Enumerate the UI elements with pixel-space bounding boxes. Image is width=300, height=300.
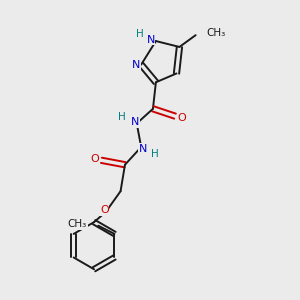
Text: N: N: [146, 34, 155, 45]
Text: H: H: [152, 148, 159, 158]
Text: H: H: [118, 112, 126, 122]
Text: O: O: [177, 112, 186, 123]
Text: H: H: [136, 29, 144, 39]
Text: N: N: [132, 60, 140, 70]
Text: O: O: [91, 154, 99, 164]
Text: O: O: [100, 206, 109, 215]
Text: N: N: [131, 117, 140, 127]
Text: N: N: [139, 143, 147, 154]
Text: CH₃: CH₃: [68, 219, 87, 229]
Text: CH₃: CH₃: [207, 28, 226, 38]
